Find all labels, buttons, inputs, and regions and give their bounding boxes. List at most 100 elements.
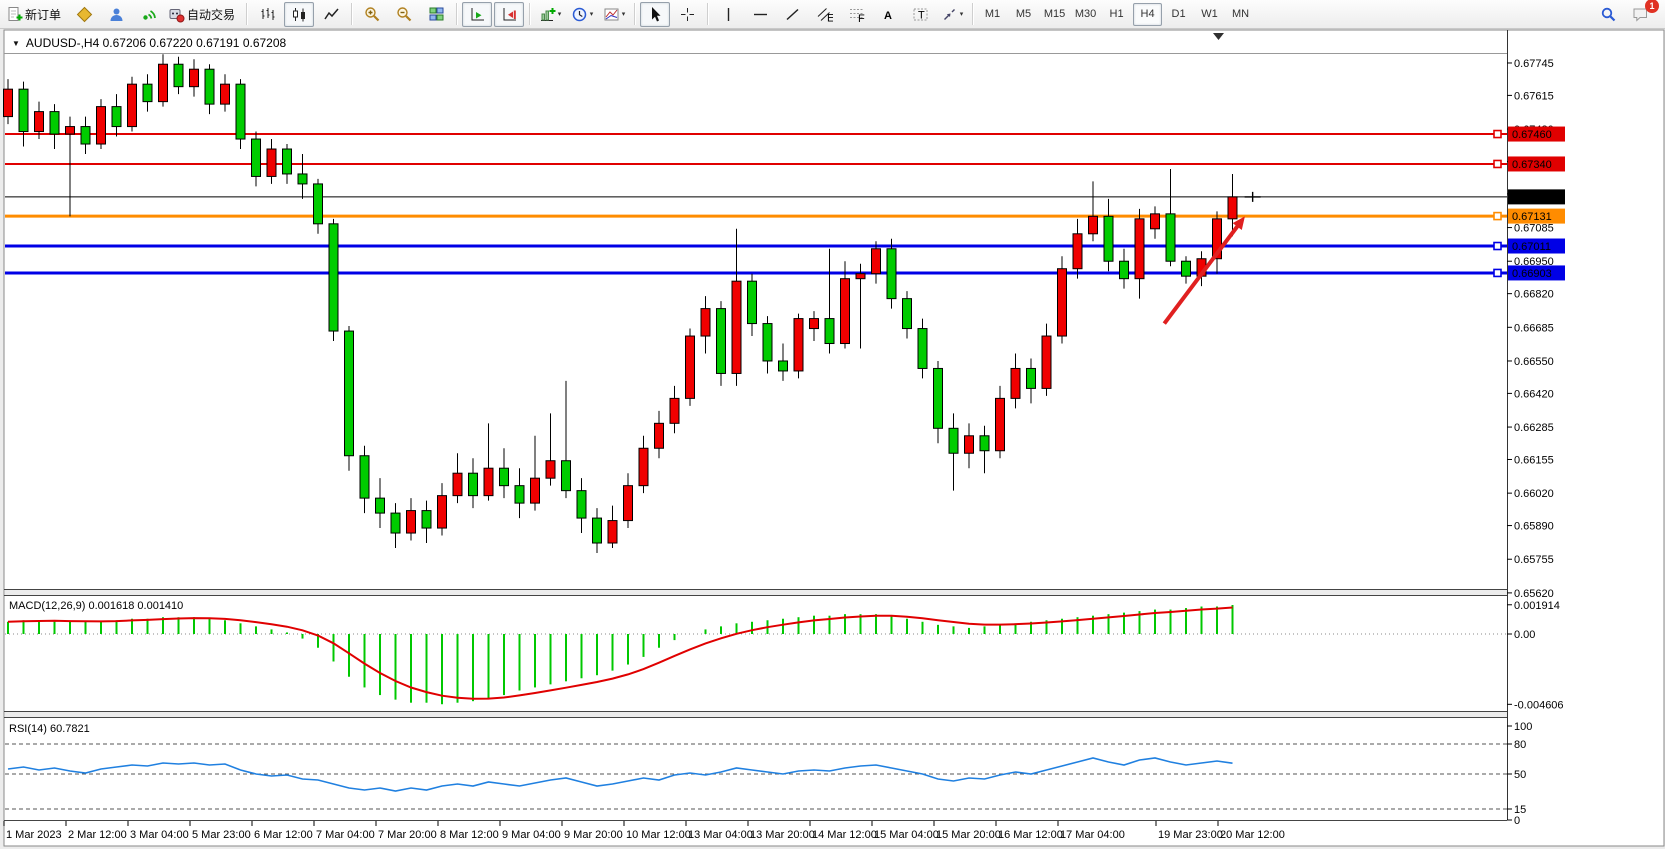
trend-arrow-annotation[interactable] [1162,216,1245,325]
trendline-button[interactable] [777,2,807,27]
svg-text:T: T [918,9,925,21]
label-t-icon: T [912,6,929,23]
zoom-in-button[interactable] [357,2,387,27]
price-tick: 0.66950 [1514,256,1554,268]
price-tick: 0.66420 [1514,388,1554,400]
arrows-button[interactable]: ▾ [937,2,967,27]
zoom-out-button[interactable] [389,2,419,27]
timeframe-H1-button[interactable]: H1 [1109,8,1124,20]
bars-icon [259,6,276,23]
toolbar-separator [529,3,531,25]
price-axis[interactable] [1508,54,1665,820]
price-flag: 0.67460 [1508,126,1565,142]
main-chart-pane[interactable] [5,54,1507,589]
crosshair-button[interactable] [672,2,702,27]
toolbar: 新订单 自动交易 ▾ ▾ ▾ E F A T ▾ M1 M5 M15 M30 H1 H4 D1 W1 MN 1 [0,0,1665,29]
signals-icon [140,6,157,23]
crosshair-icon [679,6,696,23]
collapse-icon[interactable]: ▼ [12,38,20,48]
close-value: 0.67208 [242,36,287,50]
time-tick: 7 Mar 04:00 [316,829,375,841]
time-tick: 9 Mar 04:00 [502,829,561,841]
svg-text:0.66903: 0.66903 [1512,268,1552,280]
channel-icon: E [816,6,833,23]
time-tick: 1 Mar 2023 [6,829,62,841]
text-label-button[interactable]: T [905,2,935,27]
timeframe-D1-button[interactable]: D1 [1171,8,1186,20]
vertical-line-button[interactable] [713,2,743,27]
periods-button[interactable]: ▾ [567,2,597,27]
chart-candles-button[interactable] [284,1,315,27]
toolbar-separator [351,3,353,25]
line-handle[interactable] [1493,241,1502,251]
templates-button[interactable]: ▾ [599,2,629,27]
svg-text:0.67131: 0.67131 [1512,211,1552,223]
rsi-label: RSI(14) 60.7821 [9,723,90,735]
community-icon [108,6,125,23]
chart-line-button[interactable] [316,2,346,27]
time-tick: 20 Mar 12:00 [1220,829,1285,841]
macd-tick: 0.00 [1514,629,1535,641]
price-flag: 0.66903 [1508,265,1565,281]
time-tick: 16 Mar 12:00 [998,829,1063,841]
vline-icon [720,6,737,23]
horizontal-line-button[interactable] [745,2,775,27]
time-tick: 14 Mar 12:00 [812,829,877,841]
notifications-button[interactable]: 1 [1625,0,1659,27]
chevron-down-icon: ▾ [557,11,562,18]
open-value: 0.67206 [102,36,146,50]
new-order-button[interactable]: 新订单 [3,2,67,27]
high-value: 0.67220 [149,36,193,50]
doc-plus-icon [6,6,23,23]
time-axis[interactable] [5,821,1507,845]
toolbar-separator [707,3,709,25]
candles-icon [291,6,308,23]
market-button[interactable] [69,2,99,27]
indicators-button[interactable]: ▾ [535,2,565,27]
tile-windows-button[interactable] [421,2,451,27]
price-tick: 0.65620 [1514,588,1554,600]
timeframe-M1-button[interactable]: M1 [984,8,1001,20]
equidistant-channel-button[interactable]: E [809,2,839,27]
macd-tick: -0.004606 [1514,699,1564,711]
tile-icon [428,6,445,23]
line-handle[interactable] [1493,159,1502,169]
time-tick: 9 Mar 20:00 [564,829,623,841]
line-handle[interactable] [1493,129,1502,139]
auto-scroll-button[interactable] [462,1,493,27]
market-icon [76,6,93,23]
line-handle[interactable] [1493,268,1502,278]
time-tick: 13 Mar 04:00 [688,829,753,841]
toolbar-separator [456,3,458,25]
fibonacci-button[interactable]: F [841,2,871,27]
price-tick: 0.66685 [1514,322,1554,334]
timeframe-H4-button[interactable]: H4 [1133,2,1163,26]
text-button[interactable]: A [873,2,903,27]
zoom-in-icon [364,6,381,23]
shift-marker-icon[interactable] [1213,33,1224,40]
svg-text:0.67011: 0.67011 [1512,241,1551,253]
timeframe-M15-button[interactable]: M15 [1043,8,1066,20]
price-tick: 0.66550 [1514,356,1554,368]
search-button[interactable] [1593,2,1623,27]
macd-pane[interactable] [5,596,1507,711]
timeframe-M30-button[interactable]: M30 [1074,8,1097,20]
trend-icon [784,6,801,23]
time-tick: 8 Mar 12:00 [440,829,499,841]
timeframe-M5-button[interactable]: M5 [1015,8,1032,20]
community-button[interactable] [101,2,131,27]
macd-label: MACD(12,26,9) 0.001618 0.001410 [9,600,184,612]
timeframe-MN-button[interactable]: MN [1231,8,1250,20]
time-tick: 10 Mar 12:00 [626,829,691,841]
cursor-button[interactable] [640,1,671,27]
signals-button[interactable] [133,2,163,27]
text-a-icon: A [880,6,897,23]
price-tick: 0.66820 [1514,289,1554,301]
chart-shift-button[interactable] [494,1,525,27]
line-handle[interactable] [1493,211,1502,221]
autotrading-button[interactable]: 自动交易 [165,2,241,27]
rsi-pane[interactable] [5,718,1507,820]
timeframe-W1-button[interactable]: W1 [1201,8,1218,20]
chart-bars-button[interactable] [252,2,282,27]
